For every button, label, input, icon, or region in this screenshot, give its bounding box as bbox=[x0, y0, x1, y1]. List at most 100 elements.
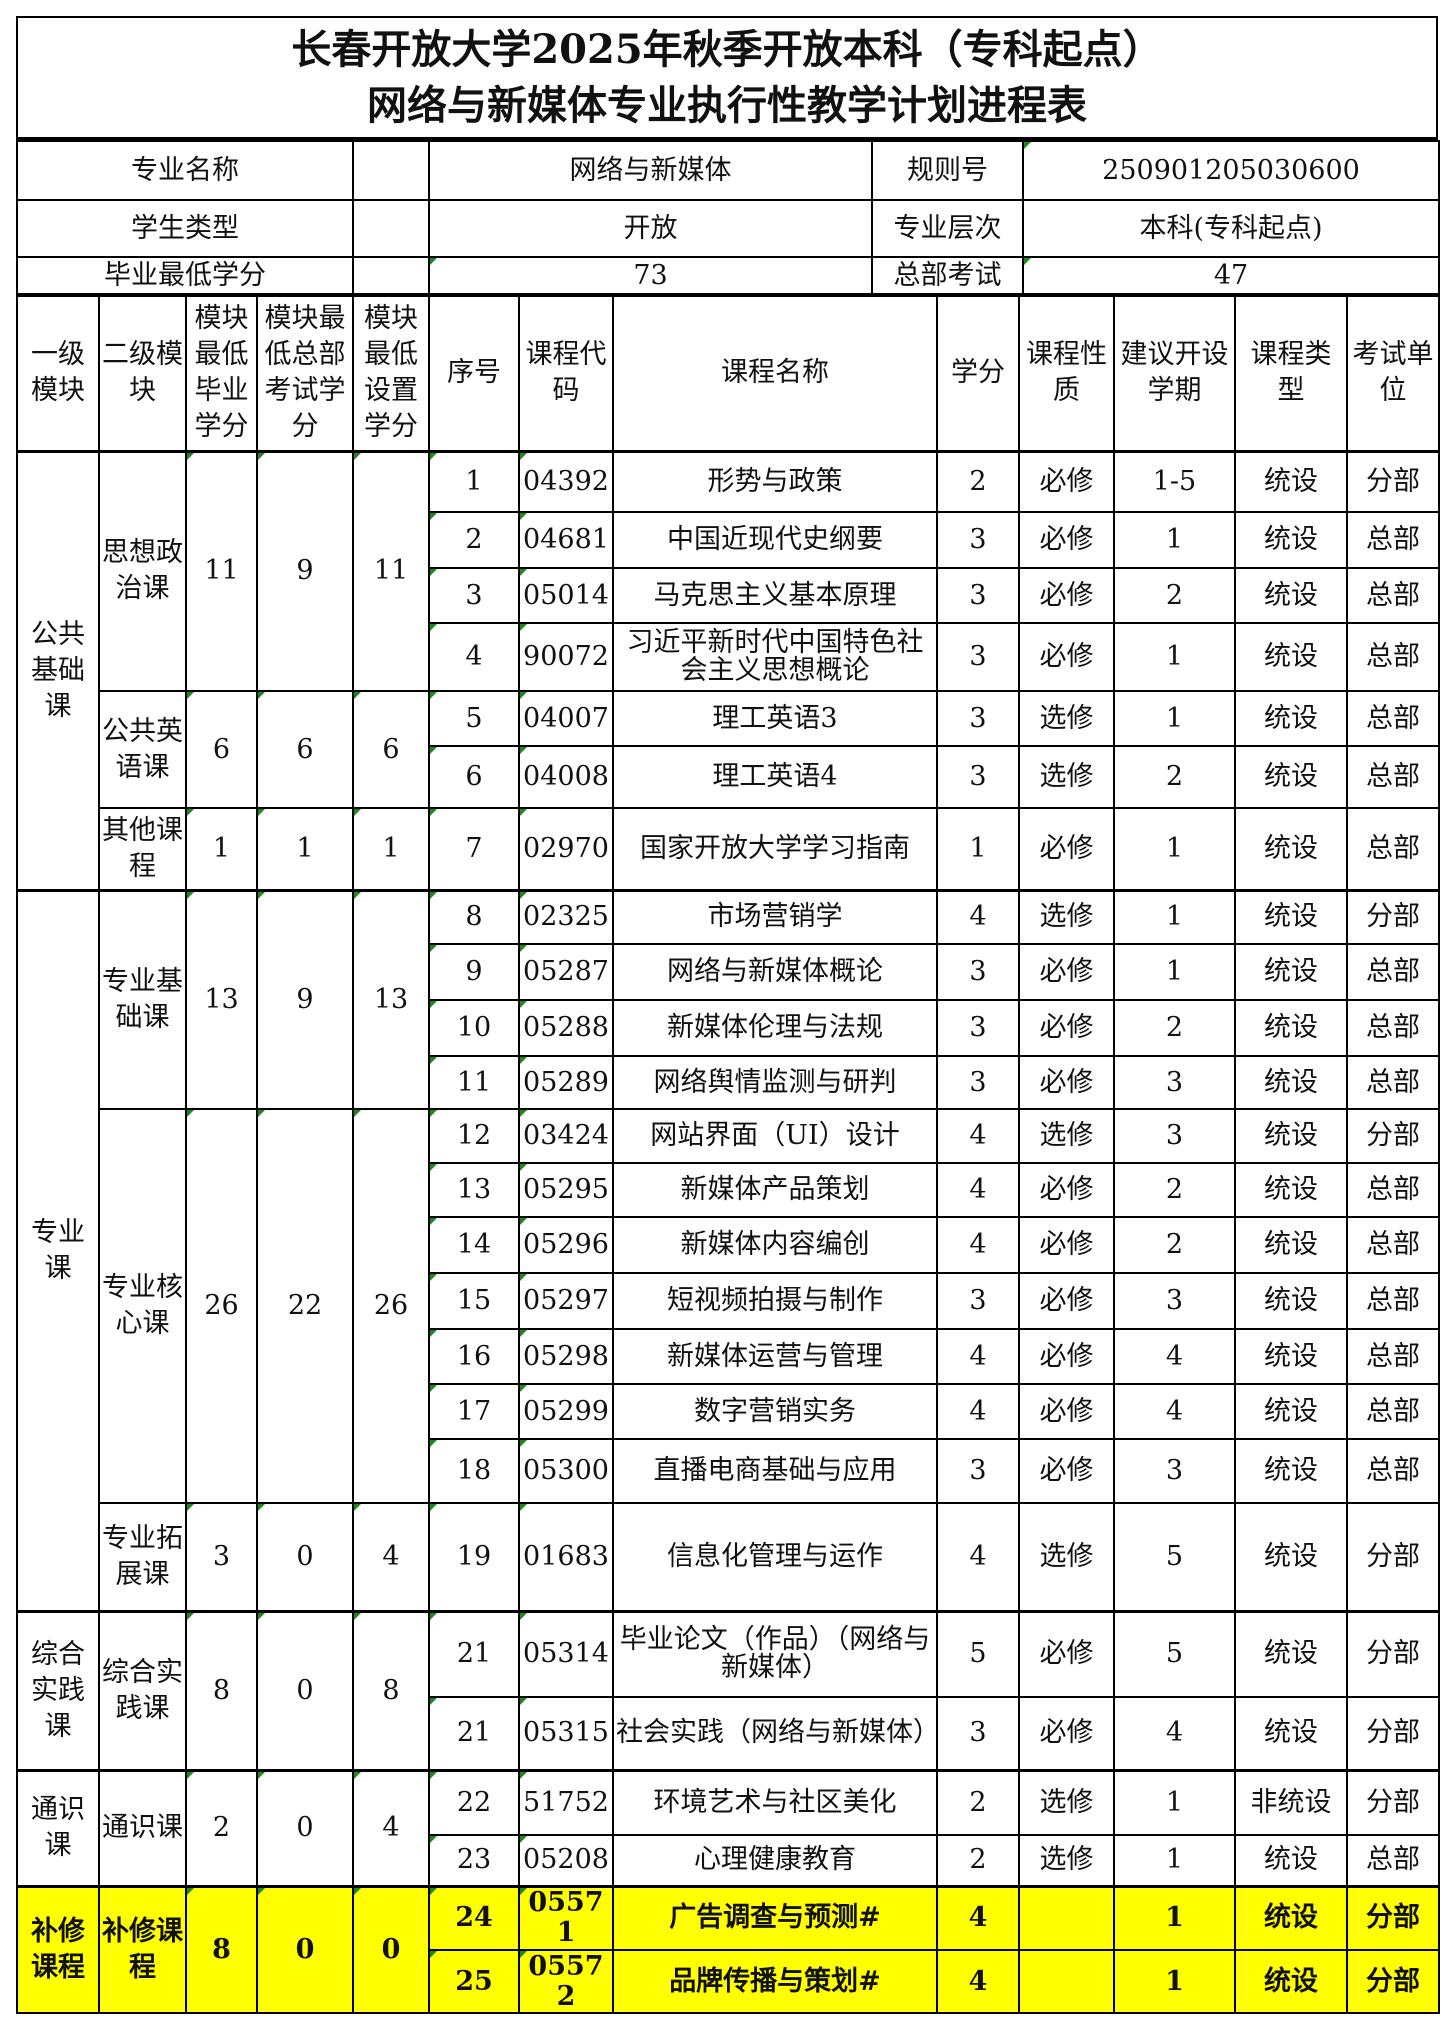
course-type: 统设 bbox=[1234, 999, 1348, 1057]
header-cell: 考试单位 bbox=[1346, 295, 1440, 452]
seq: 6 bbox=[428, 745, 520, 809]
course-name: 新媒体伦理与法规 bbox=[612, 999, 938, 1057]
course-name: 信息化管理与运作 bbox=[612, 1502, 938, 1612]
course-name: 理工英语3 bbox=[612, 690, 938, 747]
module-min-set-credit: 4 bbox=[352, 1768, 430, 1887]
level1-module: 补修课程 bbox=[16, 1884, 100, 2014]
credit: 3 bbox=[936, 1696, 1020, 1771]
exam-unit: 总部 bbox=[1346, 1328, 1440, 1385]
term: 1 bbox=[1113, 1834, 1236, 1887]
course-type: 统设 bbox=[1234, 745, 1348, 809]
module-min-set-credit: 1 bbox=[352, 807, 430, 891]
credit: 2 bbox=[936, 449, 1020, 513]
term: 3 bbox=[1113, 1438, 1236, 1504]
term: 1 bbox=[1113, 1768, 1236, 1836]
course-code: 05315 bbox=[518, 1696, 614, 1771]
course-name: 社会实践（网络与新媒体） bbox=[612, 1696, 938, 1771]
course-type: 统设 bbox=[1234, 807, 1348, 891]
course-code: 51752 bbox=[518, 1768, 614, 1836]
credit: 4 bbox=[936, 1162, 1020, 1218]
course-type: 统设 bbox=[1234, 1609, 1348, 1698]
seq: 13 bbox=[428, 1162, 520, 1218]
level2-module: 公共英语课 bbox=[98, 690, 187, 809]
credit: 4 bbox=[936, 1383, 1020, 1440]
seq: 10 bbox=[428, 999, 520, 1057]
course-code: 04007 bbox=[518, 690, 614, 747]
term: 2 bbox=[1113, 567, 1236, 624]
header-cell: 二级模块 bbox=[98, 295, 187, 452]
hq-exam-label: 总部考试 bbox=[871, 256, 1024, 295]
credit: 2 bbox=[936, 1768, 1020, 1836]
course-code: 02325 bbox=[518, 888, 614, 945]
course-type: 统设 bbox=[1234, 1108, 1348, 1164]
course-type: 统设 bbox=[1234, 1055, 1348, 1110]
term: 4 bbox=[1113, 1696, 1236, 1771]
course-type: 统设 bbox=[1234, 1162, 1348, 1218]
seq: 21 bbox=[428, 1696, 520, 1771]
course-name: 网络与新媒体概论 bbox=[612, 943, 938, 1001]
course-code: 02970 bbox=[518, 807, 614, 891]
seq: 2 bbox=[428, 511, 520, 569]
seq: 8 bbox=[428, 888, 520, 945]
exam-unit: 总部 bbox=[1346, 999, 1440, 1057]
exam-unit: 分部 bbox=[1346, 1884, 1440, 1951]
level-value: 本科(专科起点) bbox=[1022, 199, 1440, 258]
course-type: 非统设 bbox=[1234, 1768, 1348, 1836]
course-nature: 必修 bbox=[1018, 1383, 1115, 1440]
course-nature: 必修 bbox=[1018, 1272, 1115, 1330]
course-code: 03424 bbox=[518, 1108, 614, 1164]
course-code: 05298 bbox=[518, 1328, 614, 1385]
header-cell: 课程性质 bbox=[1018, 295, 1115, 452]
module-min-credit: 26 bbox=[185, 1108, 258, 1504]
seq: 24 bbox=[428, 1884, 520, 1951]
exam-unit: 总部 bbox=[1346, 807, 1440, 891]
course-nature: 必修 bbox=[1018, 1609, 1115, 1698]
term: 1 bbox=[1113, 690, 1236, 747]
course-name: 心理健康教育 bbox=[612, 1834, 938, 1887]
student-type-label: 学生类型 bbox=[16, 199, 354, 258]
table-row: 13 05295 新媒体产品策划 4 必修 2 统设 总部 bbox=[17, 1162, 1440, 1218]
course-code: 05300 bbox=[518, 1438, 614, 1504]
course-nature: 选修 bbox=[1018, 690, 1115, 747]
module-min-credit: 6 bbox=[185, 690, 258, 809]
course-nature: 必修 bbox=[1018, 1696, 1115, 1771]
header-cell: 课程名称 bbox=[612, 295, 938, 452]
table-row: 25 05572 品牌传播与策划# 4 1 统设 分部 bbox=[17, 1949, 1440, 2014]
level1-module: 通识课 bbox=[16, 1768, 100, 1887]
course-name: 中国近现代史纲要 bbox=[612, 511, 938, 569]
module-min-set-credit: 6 bbox=[352, 690, 430, 809]
course-type: 统设 bbox=[1234, 888, 1348, 945]
term: 1 bbox=[1113, 511, 1236, 569]
seq: 7 bbox=[428, 807, 520, 891]
course-code: 05289 bbox=[518, 1055, 614, 1110]
credit: 5 bbox=[936, 1609, 1020, 1698]
table-row: 16 05298 新媒体运营与管理 4 必修 4 统设 总部 bbox=[17, 1328, 1440, 1385]
course-code: 04392 bbox=[518, 449, 614, 513]
rule-label: 规则号 bbox=[871, 140, 1024, 201]
term: 5 bbox=[1113, 1502, 1236, 1612]
course-nature: 必修 bbox=[1018, 449, 1115, 513]
table-row: 通识课 通识课 2 0 4 22 51752 环境艺术与社区美化 2 选修 1 非统设 分部 bbox=[16, 1768, 1440, 1887]
term: 2 bbox=[1113, 745, 1236, 809]
min-credit-label: 毕业最低学分 bbox=[16, 256, 354, 295]
table-row: 2 04681 中国近现代史纲要 3 必修 1 统设 总部 bbox=[17, 511, 1440, 569]
term: 1 bbox=[1113, 888, 1236, 945]
level2-module: 专业核心课 bbox=[98, 1108, 187, 1504]
seq: 9 bbox=[428, 943, 520, 1001]
course-type: 统设 bbox=[1234, 1696, 1348, 1771]
course-nature: 必修 bbox=[1018, 1438, 1115, 1504]
module-min-exam-credit: 1 bbox=[256, 807, 354, 891]
level2-module: 专业拓展课 bbox=[98, 1502, 187, 1612]
seq: 1 bbox=[428, 449, 520, 513]
course-type: 统设 bbox=[1234, 1502, 1348, 1612]
module-min-exam-credit: 0 bbox=[256, 1884, 354, 2014]
exam-unit: 总部 bbox=[1346, 511, 1440, 569]
module-min-exam-credit: 6 bbox=[256, 690, 354, 809]
term: 3 bbox=[1113, 1272, 1236, 1330]
course-nature: 必修 bbox=[1018, 622, 1115, 692]
course-name: 广告调查与预测# bbox=[612, 1884, 938, 1951]
course-nature: 选修 bbox=[1018, 1108, 1115, 1164]
module-min-credit: 8 bbox=[185, 1884, 258, 2014]
course-type: 统设 bbox=[1234, 943, 1348, 1001]
credit: 3 bbox=[936, 1438, 1020, 1504]
